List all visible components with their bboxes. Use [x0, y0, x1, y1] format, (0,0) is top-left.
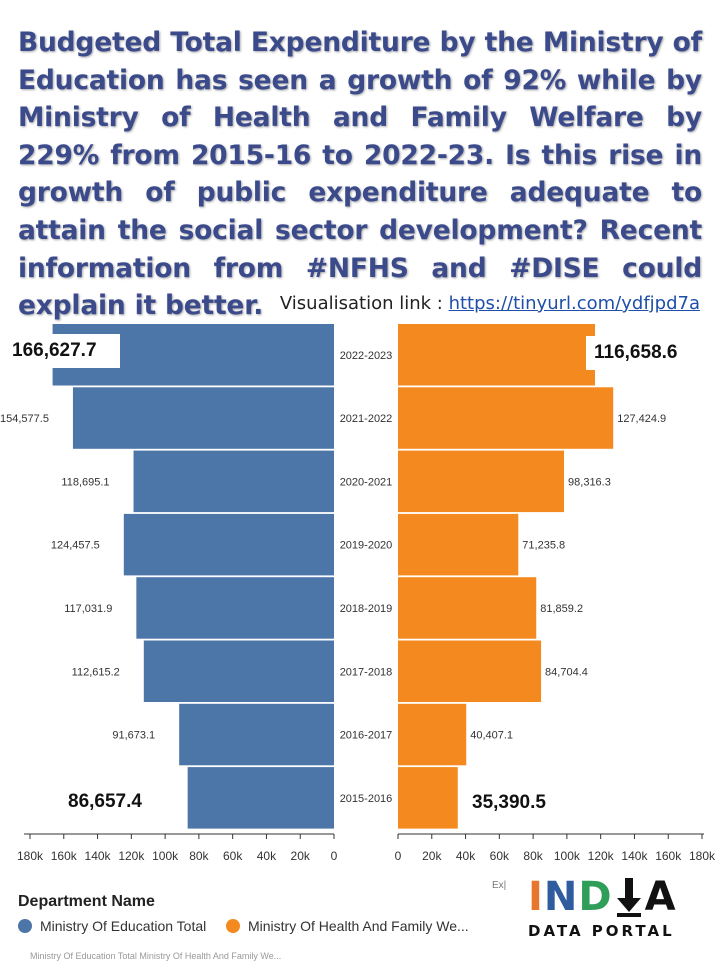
left-tick-label-100k: 100k [152, 849, 179, 863]
right-tick-label-140k: 140k [621, 849, 648, 863]
category-label-2019-2020: 2019-2020 [340, 540, 393, 552]
left-tick-label-40k: 40k [257, 849, 277, 863]
education-value-label-2018-2019: 117,031.9 [64, 603, 112, 615]
education-value-label-2020-2021: 118,695.1 [61, 476, 109, 488]
health-bar-2018-2019 [398, 577, 537, 639]
right-tick-label-100k: 100k [554, 849, 581, 863]
legend-title: Department Name [18, 893, 155, 910]
health-value-label-2018-2019: 81,859.2 [540, 603, 583, 615]
health-bar-2017-2018 [398, 640, 542, 702]
left-tick-label-180k: 180k [17, 849, 44, 863]
visualisation-link-label: Visualisation link : [279, 293, 449, 314]
health-value-label-2020-2021: 98,316.3 [568, 476, 611, 488]
left-tick-label-160k: 160k [51, 849, 78, 863]
legend-item-health[interactable]: Ministry Of Health And Family We... [226, 918, 469, 934]
left-tick-label-120k: 120k [118, 849, 145, 863]
health-bar-2016-2017 [398, 703, 467, 766]
logo-tagline: DATA PORTAL [528, 922, 675, 940]
education-bar-2016-2017 [179, 703, 334, 766]
health-bar-2022-2023 [398, 324, 596, 386]
education-bar-2020-2021 [133, 450, 334, 513]
left-tick-label-80k: 80k [189, 849, 209, 863]
right-tick-label-180k: 180k [689, 849, 716, 863]
health-value-label-2017-2018: 84,704.4 [545, 666, 588, 678]
health-bar-2015-2016 [398, 767, 458, 829]
logo-letter-n: N [543, 874, 579, 920]
callout-health-2022-2023: 116,658.6 [586, 336, 684, 370]
legend-label-health: Ministry Of Health And Family We... [248, 918, 469, 934]
logo-arrow-icon [616, 878, 641, 917]
cropped-legend-strip: Ministry Of Education Total Ministry Of … [30, 951, 282, 961]
logo-letter-i: I [528, 874, 544, 920]
legend-dot-health [226, 919, 240, 933]
left-tick-label-140k: 140k [85, 849, 112, 863]
right-axis-title: Ex| [492, 880, 507, 891]
legend-dot-education [18, 919, 32, 933]
health-bar-2021-2022 [398, 387, 614, 449]
health-bar-2020-2021 [398, 450, 565, 513]
callout-health-2015-2016: 35,390.5 [468, 789, 550, 817]
right-tick-label-20k: 20k [422, 849, 442, 863]
category-label-2016-2017: 2016-2017 [340, 730, 393, 742]
education-value-label-2017-2018: 112,615.2 [72, 666, 120, 678]
education-bar-2018-2019 [136, 577, 334, 639]
right-tick-label-80k: 80k [523, 849, 543, 863]
category-label-2022-2023: 2022-2023 [340, 350, 393, 362]
headline: Budgeted Total Expenditure by the Minist… [18, 27, 702, 322]
left-tick-label-0: 0 [331, 849, 338, 863]
callout-education-2022-2023: 166,627.7 [6, 334, 120, 368]
category-label-2015-2016: 2015-2016 [340, 793, 393, 805]
health-value-label-2021-2022: 127,424.9 [617, 413, 666, 425]
category-label-2020-2021: 2020-2021 [340, 476, 393, 488]
education-bar-2015-2016 [187, 767, 334, 829]
category-label-2021-2022: 2021-2022 [340, 413, 393, 425]
education-value-label-2021-2022: 154,577.5 [0, 413, 49, 425]
legend-item-education[interactable]: Ministry Of Education Total [18, 918, 206, 934]
legend-label-education: Ministry Of Education Total [40, 918, 207, 934]
right-tick-label-40k: 40k [456, 849, 476, 863]
education-bar-2019-2020 [123, 513, 334, 576]
health-bar-2019-2020 [398, 513, 519, 576]
health-value-label-2016-2017: 40,407.1 [470, 730, 513, 742]
visualisation-link-row: Visualisation link : https://tinyurl.com… [280, 293, 700, 314]
right-tick-label-0: 0 [395, 849, 402, 863]
education-value-label-2016-2017: 91,673.1 [112, 730, 155, 742]
left-tick-label-20k: 20k [291, 849, 311, 863]
right-tick-label-120k: 120k [588, 849, 615, 863]
left-tick-label-60k: 60k [223, 849, 243, 863]
logo-letter-d: D [578, 874, 613, 920]
health-value-label-2019-2020: 71,235.8 [522, 540, 565, 552]
category-label-2017-2018: 2017-2018 [340, 666, 393, 678]
butterfly-bar-chart: 2022-2023 2021-2022 154,577.5 127,424.9 2020… [0, 324, 716, 863]
logo-letter-a: A [644, 874, 677, 920]
callout-education-2015-2016: 86,657.4 [64, 788, 146, 816]
education-value-label-2019-2020: 124,457.5 [51, 540, 100, 552]
education-bar-2021-2022 [72, 387, 334, 449]
visualisation-link[interactable]: https://tinyurl.com/ydfjpd7a [448, 293, 700, 314]
right-tick-label-160k: 160k [655, 849, 682, 863]
right-tick-label-60k: 60k [490, 849, 510, 863]
category-label-2018-2019: 2018-2019 [340, 603, 393, 615]
education-bar-2017-2018 [143, 640, 334, 702]
